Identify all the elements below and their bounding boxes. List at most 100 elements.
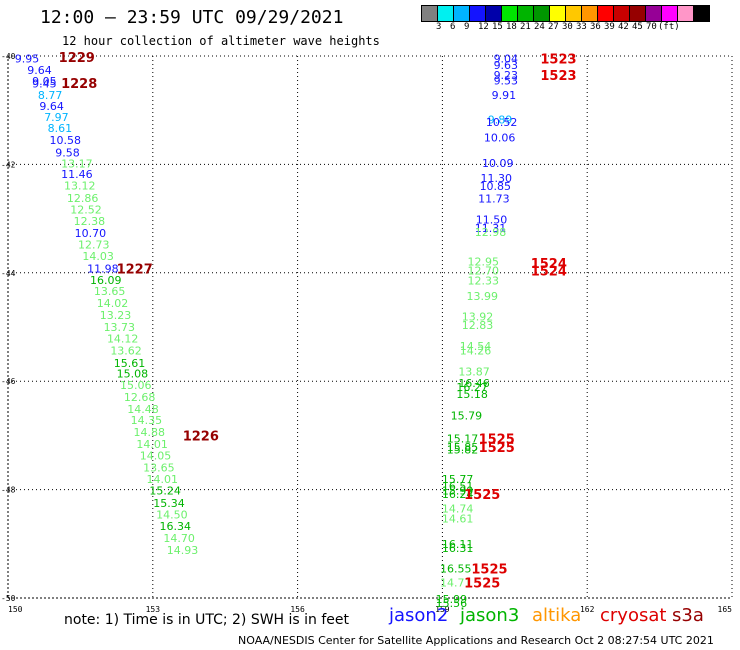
x-tick-label: 159 [435, 605, 450, 614]
wave-height-point: 10.70 [75, 227, 107, 240]
wave-height-point: 15.85 [447, 441, 479, 454]
color-scale-label: 33 [576, 22, 587, 32]
wave-height-point: 11.50 [476, 214, 508, 227]
units-note: note: 1) Time is in UTC; 2) SWH is in fe… [64, 612, 350, 628]
wave-height-point: 14.35 [131, 414, 163, 427]
wave-height-point: 11.98 [87, 262, 119, 275]
pass-time-label: 1524 [531, 257, 567, 272]
wave-height-color-scale [421, 5, 710, 22]
wave-height-point: 12.38 [74, 215, 106, 228]
wave-height-point: 12.83 [462, 319, 494, 332]
pass-time-label: 1523 [540, 69, 576, 84]
wave-height-point: 14.50 [156, 509, 188, 522]
pass-time-label: 1525 [479, 433, 515, 448]
wave-height-point: 13.17 [61, 157, 93, 170]
color-scale-label: 24 [534, 22, 545, 32]
pass-time-label: 1525 [479, 441, 515, 456]
wave-height-point: 15.79 [451, 409, 483, 422]
wave-height-point: 15.24 [149, 485, 181, 498]
y-tick-label: -42 [1, 160, 16, 169]
color-scale-label: 21 [520, 22, 531, 32]
wave-height-point: 14.93 [167, 544, 199, 557]
wave-height-point: 16.31 [442, 542, 474, 555]
wave-height-point: 12.70 [467, 265, 499, 278]
color-scale-label: 18 [506, 22, 517, 32]
wave-height-point: 16.09 [90, 274, 122, 287]
wave-height-point: 12.73 [78, 239, 110, 252]
wave-height-point: 14.48 [127, 403, 158, 416]
wave-height-point: 11.46 [61, 168, 93, 181]
wave-height-point: 13.12 [64, 180, 96, 193]
wave-height-point: 14.74 [442, 503, 474, 516]
wave-height-point: 14.12 [107, 332, 138, 345]
wave-height-point: 15.99 [442, 485, 474, 498]
chart-title: 12:00 – 23:59 UTC 09/29/2021 [40, 7, 344, 28]
wave-height-point: 16.27 [456, 381, 488, 394]
wave-height-point: 14.88 [133, 426, 165, 439]
wave-height-point: 9.23 [494, 69, 518, 82]
color-scale-label: 30 [562, 22, 573, 32]
plot-frame [7, 55, 733, 599]
wave-height-point: 15.82 [447, 443, 479, 456]
x-tick-label: 165 [718, 605, 733, 614]
wave-height-point: 9.53 [494, 74, 518, 87]
pass-time-labels: 1229122812271226152315231524152415251525… [59, 51, 577, 591]
wave-height-point: 10.06 [484, 131, 515, 144]
color-swatch [693, 5, 710, 22]
wave-height-point: 14.05 [140, 449, 172, 462]
wave-height-point: 16.11 [442, 538, 474, 551]
wave-height-point: 9.95 [15, 53, 39, 66]
pass-time-label: 1525 [464, 576, 500, 591]
wave-height-point: 13.99 [467, 290, 499, 303]
wave-height-point: 15.99 [436, 593, 468, 606]
wave-height-point: 16.55 [440, 563, 472, 576]
x-tick-label: 153 [146, 605, 161, 614]
wave-height-point: 12.52 [70, 203, 102, 216]
x-tick-label: 162 [580, 605, 595, 614]
wave-height-point: 16.34 [160, 520, 192, 533]
wave-height-point: 10.85 [480, 180, 512, 193]
legend-s3a: s3a [672, 605, 704, 626]
wave-height-point: 8.77 [38, 89, 63, 102]
wave-height-point: 9.63 [494, 59, 518, 72]
wave-height-point: 9.04 [494, 53, 518, 66]
wave-height-point: 14.71 [440, 576, 472, 589]
wave-height-point: 13.65 [143, 461, 175, 474]
wave-height-point: 15.56 [436, 597, 468, 610]
wave-height-point: 15.17 [447, 433, 479, 446]
legend-altika: altika [532, 605, 582, 626]
wave-height-point: 9.89 [488, 113, 512, 126]
pass-time-label: 1227 [117, 262, 153, 277]
x-tick-label: 150 [8, 605, 23, 614]
x-tick-label: 156 [290, 605, 305, 614]
pass-time-label: 1525 [464, 488, 500, 503]
wave-height-points: 9.959.649.059.458.779.647.978.6110.589.5… [15, 53, 518, 610]
wave-height-point: 14.61 [442, 512, 474, 525]
wave-height-point: 9.64 [39, 100, 64, 113]
wave-height-point: 12.33 [467, 274, 499, 287]
wave-height-point: 14.01 [136, 438, 168, 451]
wave-height-point: 14.54 [460, 340, 492, 353]
color-scale-label: 42 [618, 22, 629, 32]
pass-time-label: 1523 [540, 53, 576, 68]
color-scale-label: 39 [604, 22, 615, 32]
wave-height-point: 14.02 [97, 297, 129, 310]
wave-height-point: 9.45 [32, 78, 57, 91]
wave-height-point: 13.73 [104, 321, 135, 334]
wave-height-point: 11.30 [481, 172, 512, 185]
wave-height-point: 8.61 [48, 122, 73, 135]
wave-height-point: 15.77 [442, 473, 474, 486]
wave-height-point: 14.26 [460, 344, 492, 357]
pass-time-label: 1524 [531, 265, 567, 280]
y-tick-label: -46 [1, 377, 16, 386]
wave-height-point: 15.06 [120, 379, 152, 392]
wave-height-point: 14.01 [147, 473, 179, 486]
color-scale-label: 9 [464, 22, 470, 32]
y-tick-label: -50 [1, 594, 16, 603]
wave-height-point: 10.58 [50, 134, 82, 147]
wave-height-point: 16.24 [442, 488, 474, 501]
wave-height-point: 14.70 [163, 532, 195, 545]
wave-height-point: 9.58 [55, 146, 79, 159]
wave-height-point: 9.64 [27, 64, 52, 77]
color-scale-label: 36 [590, 22, 601, 32]
